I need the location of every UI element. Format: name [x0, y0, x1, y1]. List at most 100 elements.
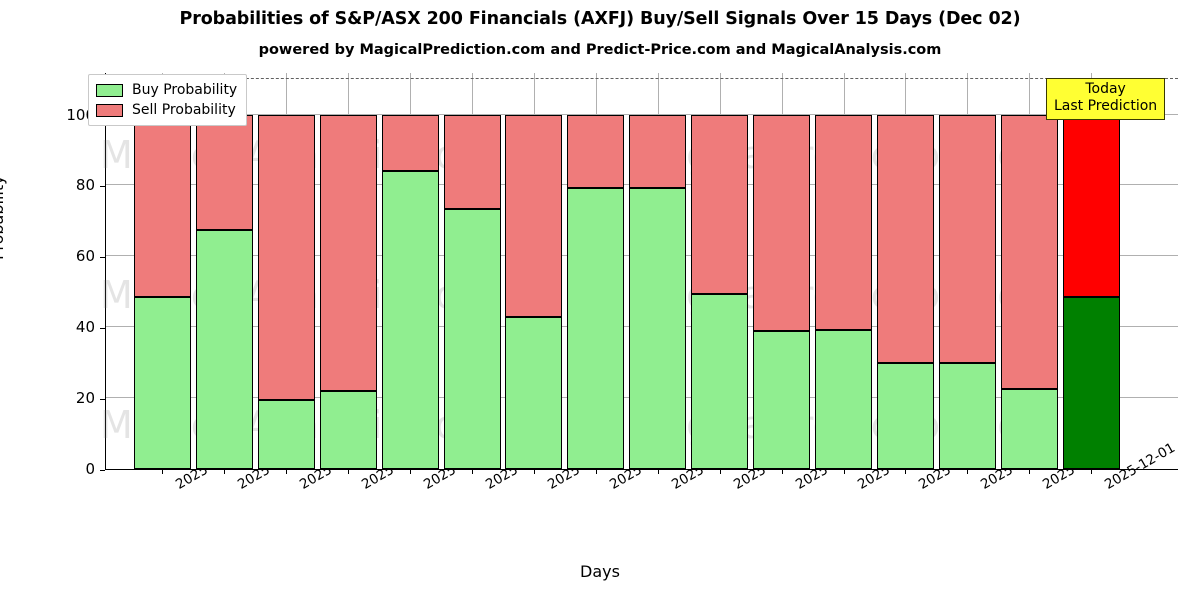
bar-segment-sell[interactable] [257, 114, 315, 400]
today-annotation-line1: Today [1085, 81, 1126, 97]
bar-segment-sell[interactable] [505, 114, 563, 317]
bar-2025-11-28[interactable] [1000, 114, 1058, 469]
gridline-horizontal [106, 113, 1178, 115]
bar-segment-sell[interactable] [1062, 114, 1120, 298]
legend-item-buy[interactable]: Buy Probability [96, 80, 237, 100]
x-tick-label: 2025-11-10 [173, 440, 249, 493]
x-tick-label: 2025-11-17 [483, 440, 559, 493]
bar-segment-sell[interactable] [381, 114, 439, 172]
bar-segment-sell[interactable] [938, 114, 996, 363]
bar-2025-11-21[interactable] [691, 114, 749, 469]
x-tick-mark [162, 469, 164, 474]
legend-swatch-icon [96, 83, 123, 97]
x-tick-label: 2025-11-18 [545, 440, 621, 493]
y-tick-mark [100, 328, 105, 330]
bar-segment-buy[interactable] [505, 316, 563, 469]
bar-segment-buy[interactable] [876, 362, 934, 469]
plot-area: MagicalAnalysis.comMagicalPrediction.com… [100, 73, 1178, 474]
bar-segment-buy[interactable] [195, 230, 253, 469]
bar-2025-11-13[interactable] [319, 114, 377, 469]
x-tick-mark [472, 469, 474, 474]
y-tick-label: 100 [66, 105, 95, 124]
bar-2025-11-18[interactable] [505, 114, 563, 469]
y-tick-mark [100, 186, 105, 188]
y-tick-label: 80 [75, 176, 95, 195]
x-axis-label: Days [580, 562, 620, 581]
x-tick-mark [781, 469, 783, 474]
bar-2025-11-17[interactable] [443, 114, 501, 469]
x-tick-label: 2025-11-13 [359, 440, 435, 493]
x-tick-mark [533, 469, 535, 474]
bar-segment-sell[interactable] [567, 114, 625, 189]
chart-legend: Buy Probability Sell Probability [88, 74, 248, 126]
legend-swatch-icon [96, 103, 123, 117]
bar-segment-buy[interactable] [1062, 297, 1120, 469]
bar-2025-11-25[interactable] [815, 114, 873, 469]
x-tick-label: 2025-11-26 [916, 440, 992, 493]
bar-segment-sell[interactable] [815, 114, 873, 331]
y-tick-label: 20 [75, 389, 95, 408]
x-tick-label: 2025-11-14 [421, 440, 497, 493]
x-tick-mark [843, 469, 845, 474]
x-tick-label: 2025-11-24 [793, 440, 869, 493]
x-tick-label: 2025-12-01 [1102, 439, 1179, 493]
x-tick-label: 2025-11-11 [235, 440, 311, 493]
y-tick-label: 60 [75, 247, 95, 266]
bar-segment-sell[interactable] [134, 114, 191, 298]
x-tick-mark [410, 469, 412, 474]
bar-segment-buy[interactable] [1000, 389, 1058, 469]
bar-segment-buy[interactable] [629, 188, 687, 469]
bar-segment-sell[interactable] [319, 114, 377, 392]
bar-segment-sell[interactable] [1000, 114, 1058, 390]
chart-title: Probabilities of S&P/ASX 200 Financials … [179, 9, 1021, 29]
y-tick-mark [100, 257, 105, 259]
bar-2025-11-11[interactable] [195, 114, 253, 469]
y-tick-mark [100, 399, 105, 401]
bar-segment-buy[interactable] [381, 171, 439, 469]
today-annotation: Today Last Prediction [1046, 78, 1166, 120]
y-tick-mark [100, 470, 105, 471]
bar-2025-11-20[interactable] [629, 114, 687, 469]
bar-2025-12-01-today[interactable] [1062, 114, 1120, 469]
bar-segment-buy[interactable] [319, 391, 377, 469]
y-axis-label: Probability [0, 175, 7, 260]
bar-segment-sell[interactable] [753, 114, 811, 331]
legend-item-sell[interactable]: Sell Probability [96, 100, 237, 120]
bar-segment-buy[interactable] [691, 293, 749, 469]
bar-segment-buy[interactable] [567, 188, 625, 469]
y-tick-label: 40 [75, 318, 95, 337]
bar-2025-11-12[interactable] [257, 114, 315, 469]
x-tick-mark [286, 469, 288, 474]
bar-segment-buy[interactable] [134, 297, 191, 469]
x-tick-label: 2025-11-19 [607, 440, 683, 493]
bar-segment-sell[interactable] [443, 114, 501, 209]
bar-segment-buy[interactable] [257, 399, 315, 469]
x-tick-mark [967, 469, 969, 474]
bar-2025-11-10[interactable] [134, 114, 191, 469]
x-tick-label: 2025-11-21 [731, 440, 807, 493]
bar-segment-buy[interactable] [938, 362, 996, 469]
x-tick-mark [224, 469, 226, 474]
bar-2025-11-14[interactable] [381, 114, 439, 469]
x-tick-mark [905, 469, 907, 474]
x-tick-mark [657, 469, 659, 474]
bar-segment-sell[interactable] [876, 114, 934, 363]
bar-segment-sell[interactable] [691, 114, 749, 294]
y-tick-label: 0 [85, 460, 95, 478]
reference-line [106, 78, 1178, 80]
bar-2025-11-26[interactable] [876, 114, 934, 469]
bar-segment-sell[interactable] [629, 114, 687, 189]
x-tick-label: 2025-11-28 [1040, 440, 1116, 493]
x-tick-label: 2025-11-25 [855, 440, 931, 493]
x-tick-mark [595, 469, 597, 474]
x-tick-mark [1091, 469, 1093, 474]
bar-segment-buy[interactable] [753, 330, 811, 469]
bar-segment-sell[interactable] [195, 114, 253, 231]
bar-segment-buy[interactable] [815, 330, 873, 469]
legend-label: Buy Probability [132, 82, 238, 98]
bar-2025-11-27[interactable] [938, 114, 996, 469]
bar-2025-11-19[interactable] [567, 114, 625, 469]
bar-segment-buy[interactable] [443, 208, 501, 469]
bar-2025-11-24[interactable] [753, 114, 811, 469]
